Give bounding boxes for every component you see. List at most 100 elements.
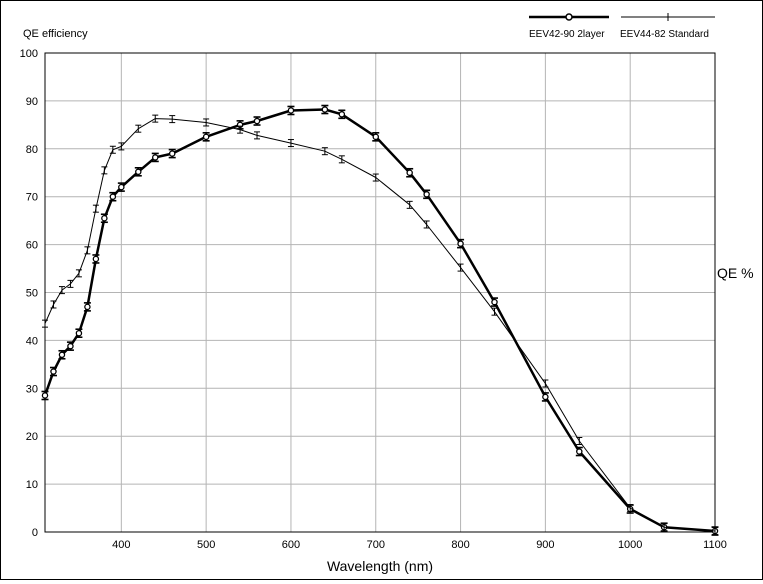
data-point (49, 366, 57, 377)
y-tick-label: 0 (32, 527, 38, 539)
legend-marker-series-1 (565, 13, 573, 21)
data-point (423, 189, 431, 200)
x-tick-labels: 400 500 600 700 800 900 1000 1100 (112, 539, 727, 551)
data-point (491, 307, 498, 316)
point-marker (118, 183, 125, 191)
data-point (406, 167, 414, 178)
series-line (43, 108, 716, 533)
point-marker (135, 168, 142, 176)
legend-entry-series-2: EEV44-82 Standard (620, 13, 715, 40)
point-marker (168, 150, 176, 157)
data-point (542, 379, 549, 388)
series-1 (41, 104, 719, 536)
data-point (457, 263, 464, 272)
y-tick-label: 40 (26, 335, 38, 347)
data-point (254, 131, 261, 140)
y-tick-label: 80 (26, 144, 38, 156)
data-point (109, 191, 117, 202)
point-marker (109, 193, 117, 200)
data-point (58, 349, 66, 360)
x-tick-label: 500 (197, 539, 215, 551)
point-marker (457, 240, 464, 247)
point-marker (321, 106, 329, 113)
y-tick-label: 70 (26, 192, 38, 204)
data-point (287, 105, 295, 116)
series-line (44, 118, 716, 532)
data-point (321, 147, 328, 156)
data-point (168, 148, 176, 159)
data-point (101, 166, 108, 175)
legend-label-series-1: EEV42-90 2layer (529, 29, 605, 40)
data-point (541, 392, 549, 402)
data-point (338, 155, 345, 164)
point-marker (101, 215, 108, 222)
point-marker (58, 351, 66, 359)
point-marker (253, 117, 261, 125)
point-marker (75, 329, 83, 337)
data-point (118, 142, 125, 151)
data-point (58, 286, 65, 295)
data-point (576, 436, 583, 445)
data-point (372, 132, 380, 142)
data-point (117, 182, 125, 192)
data-point (490, 297, 498, 307)
x-tick-label: 400 (112, 539, 130, 551)
data-point (321, 104, 329, 115)
data-point (100, 213, 108, 224)
data-point (134, 166, 142, 177)
data-point (627, 504, 634, 513)
y-tick-label: 90 (26, 96, 38, 108)
data-point (84, 246, 91, 255)
x-tick-label: 700 (367, 539, 385, 551)
x-tick-label: 1000 (618, 539, 642, 551)
point-marker (542, 393, 549, 401)
data-point (203, 118, 210, 127)
point-marker (423, 191, 430, 198)
data-point (287, 139, 294, 148)
y-tick-label: 50 (26, 288, 38, 300)
y-tick-label: 30 (26, 383, 38, 395)
data-point (75, 269, 82, 278)
point-marker (50, 368, 57, 375)
data-point (75, 328, 83, 339)
data-point (423, 220, 430, 229)
data-point (109, 145, 116, 154)
data-point (41, 390, 49, 401)
data-point (151, 152, 159, 163)
data-point (406, 200, 413, 209)
data-point (135, 124, 142, 133)
data-point (42, 319, 48, 328)
point-marker (576, 448, 583, 455)
x-tick-label: 600 (282, 539, 300, 551)
data-point (575, 446, 583, 457)
y-tick-label: 20 (26, 431, 38, 443)
legend: EEV42-90 2layer EEV44-82 Standard (529, 13, 715, 40)
chart-title: QE efficiency (23, 28, 88, 40)
x-tick-label: 900 (536, 539, 554, 551)
series-2 (42, 114, 718, 536)
data-point (372, 173, 379, 182)
point-marker (84, 303, 91, 311)
y-axis-label: QE % (717, 265, 754, 281)
point-marker (41, 392, 49, 399)
data-point (457, 238, 465, 249)
data-point (253, 116, 261, 126)
y-tick-label: 60 (26, 240, 38, 252)
data-point (50, 300, 57, 309)
plot-area-border (44, 52, 716, 533)
y-tick-label: 10 (26, 479, 38, 491)
data-point (202, 132, 210, 142)
data-point (83, 302, 91, 312)
data-point (152, 114, 159, 123)
x-axis-label: Wavelength (nm) (327, 558, 433, 574)
x-tick-label: 1100 (703, 539, 727, 551)
legend-label-series-2: EEV44-82 Standard (620, 29, 709, 40)
point-marker (491, 298, 498, 306)
data-point (66, 341, 74, 351)
point-marker (406, 169, 413, 176)
point-marker (92, 255, 100, 263)
data-point (712, 527, 718, 536)
point-marker (202, 133, 210, 141)
data-point (92, 254, 100, 264)
